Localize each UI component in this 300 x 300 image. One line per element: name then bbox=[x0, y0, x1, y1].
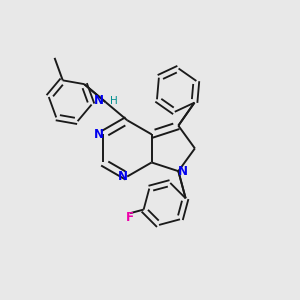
Text: N: N bbox=[94, 128, 104, 141]
Text: H: H bbox=[110, 96, 117, 106]
Text: N: N bbox=[94, 94, 104, 107]
Text: N: N bbox=[118, 170, 128, 183]
Text: F: F bbox=[126, 211, 134, 224]
Text: N: N bbox=[178, 165, 188, 178]
